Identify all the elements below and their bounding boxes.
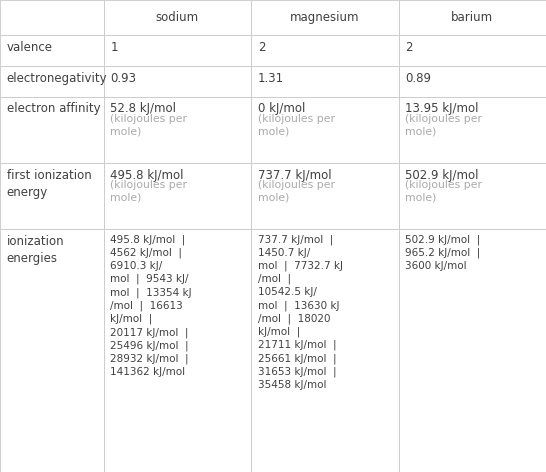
Text: 1: 1	[110, 41, 118, 54]
Text: (kilojoules per
mole): (kilojoules per mole)	[110, 180, 187, 203]
Bar	[251, 66, 399, 97]
Text: 0.89: 0.89	[405, 72, 431, 85]
Text: barium: barium	[451, 11, 494, 24]
Text: 1.31: 1.31	[258, 72, 284, 85]
Text: (kilojoules per
mole): (kilojoules per mole)	[405, 180, 482, 203]
Text: 495.8 kJ/mol  |
4562 kJ/mol  |
6910.3 kJ/
mol  |  9543 kJ/
mol  |  13354 kJ
/mol: 495.8 kJ/mol | 4562 kJ/mol | 6910.3 kJ/ …	[110, 235, 192, 377]
Text: (kilojoules per
mole): (kilojoules per mole)	[405, 114, 482, 137]
Bar	[104, 0, 251, 35]
Bar	[104, 35, 251, 66]
Text: 737.7 kJ/mol: 737.7 kJ/mol	[258, 169, 331, 182]
Text: 0 kJ/mol: 0 kJ/mol	[258, 102, 305, 116]
Bar	[399, 66, 546, 97]
Bar	[104, 163, 251, 229]
Bar	[0, 229, 104, 472]
Text: sodium: sodium	[156, 11, 199, 24]
Text: electronegativity: electronegativity	[7, 72, 107, 85]
Text: ionization
energies: ionization energies	[7, 235, 64, 265]
Bar	[104, 229, 251, 472]
Bar	[251, 35, 399, 66]
Bar	[104, 97, 251, 163]
Text: 13.95 kJ/mol: 13.95 kJ/mol	[405, 102, 479, 116]
Text: 502.9 kJ/mol  |
965.2 kJ/mol  |
3600 kJ/mol: 502.9 kJ/mol | 965.2 kJ/mol | 3600 kJ/mo…	[405, 235, 480, 271]
Bar	[251, 0, 399, 35]
Bar	[0, 0, 104, 35]
Text: first ionization
energy: first ionization energy	[7, 169, 91, 199]
Text: 2: 2	[258, 41, 265, 54]
Text: magnesium: magnesium	[290, 11, 360, 24]
Text: 0.93: 0.93	[110, 72, 136, 85]
Text: valence: valence	[7, 41, 52, 54]
Bar	[399, 35, 546, 66]
Bar	[399, 163, 546, 229]
Bar	[399, 229, 546, 472]
Text: 52.8 kJ/mol: 52.8 kJ/mol	[110, 102, 176, 116]
Text: (kilojoules per
mole): (kilojoules per mole)	[110, 114, 187, 137]
Text: 737.7 kJ/mol  |
1450.7 kJ/
mol  |  7732.7 kJ
/mol  |
10542.5 kJ/
mol  |  13630 k: 737.7 kJ/mol | 1450.7 kJ/ mol | 7732.7 k…	[258, 235, 343, 390]
Bar	[399, 97, 546, 163]
Text: 495.8 kJ/mol: 495.8 kJ/mol	[110, 169, 184, 182]
Bar	[0, 66, 104, 97]
Text: (kilojoules per
mole): (kilojoules per mole)	[258, 114, 335, 137]
Bar	[0, 97, 104, 163]
Bar	[0, 163, 104, 229]
Text: 502.9 kJ/mol: 502.9 kJ/mol	[405, 169, 479, 182]
Bar	[251, 163, 399, 229]
Text: (kilojoules per
mole): (kilojoules per mole)	[258, 180, 335, 203]
Bar	[399, 0, 546, 35]
Text: 2: 2	[405, 41, 413, 54]
Bar	[0, 35, 104, 66]
Text: electron affinity: electron affinity	[7, 102, 100, 116]
Bar	[251, 229, 399, 472]
Bar	[251, 97, 399, 163]
Bar	[104, 66, 251, 97]
